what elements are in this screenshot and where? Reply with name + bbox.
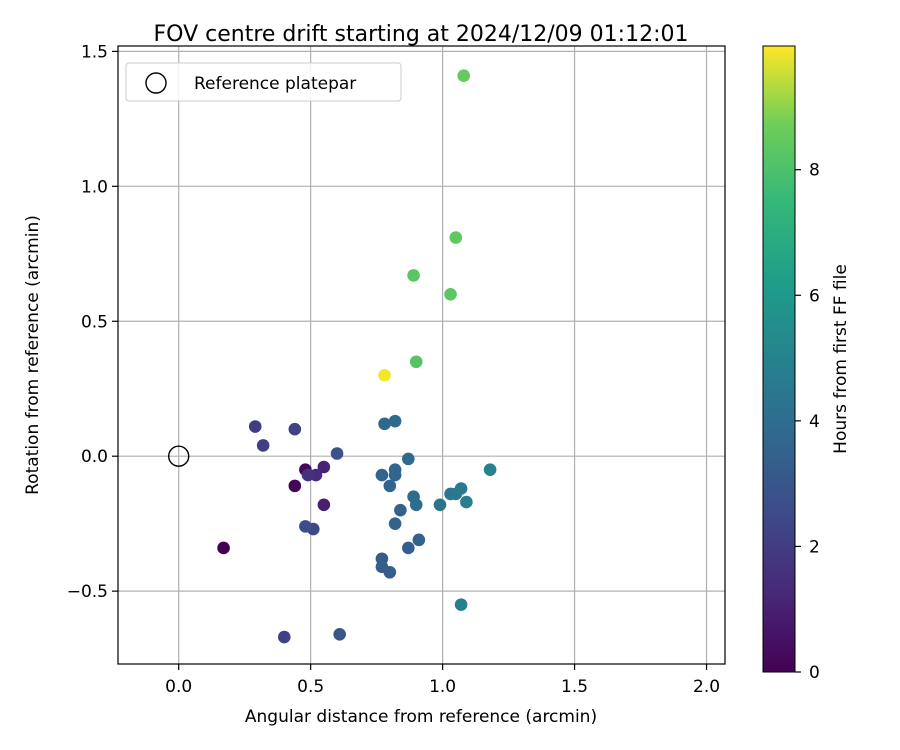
data-point xyxy=(433,498,447,512)
x-tick-label: 0.5 xyxy=(297,677,324,697)
colorbar-ticks: 0 2 4 6 8 xyxy=(795,161,820,683)
data-point xyxy=(388,517,402,530)
y-tick-label: 0.5 xyxy=(81,312,108,332)
data-point xyxy=(248,420,262,433)
colorbar-tick-label: 8 xyxy=(809,161,820,181)
data-point xyxy=(388,414,402,428)
data-point xyxy=(394,503,407,517)
data-point xyxy=(383,565,397,579)
colorbar-tick-label: 4 xyxy=(809,412,820,432)
data-point xyxy=(317,498,331,512)
y-axis-label: Rotation from reference (arcmin) xyxy=(23,215,43,495)
chart-title: FOV centre drift starting at 2024/12/09 … xyxy=(154,22,689,47)
reference-marker-group xyxy=(167,445,190,467)
data-point xyxy=(483,463,497,476)
colorbar-tick-label: 0 xyxy=(809,663,820,683)
data-point xyxy=(402,541,415,555)
y-axis-ticks: −0.5 0.0 0.5 1.0 1.5 xyxy=(67,42,118,602)
data-point xyxy=(317,460,331,474)
y-tick-label: 0.0 xyxy=(81,447,108,467)
data-point xyxy=(407,269,420,282)
x-axis-ticks: 0.0 0.5 1.0 1.5 2.0 xyxy=(165,664,720,697)
x-tick-label: 1.5 xyxy=(561,677,588,697)
legend: Reference platepar xyxy=(125,62,402,102)
y-tick-label: 1.0 xyxy=(81,177,108,197)
data-point xyxy=(409,355,423,369)
colorbar-label: Hours from first FF file xyxy=(831,264,851,454)
data-point xyxy=(383,479,397,493)
data-point xyxy=(375,468,389,482)
x-tick-label: 1.0 xyxy=(429,677,456,697)
legend-label-reference: Reference platepar xyxy=(194,74,356,94)
colorbar-gradient xyxy=(762,45,796,673)
data-point xyxy=(333,628,346,641)
x-tick-label: 0.0 xyxy=(165,677,192,697)
data-point xyxy=(277,630,291,644)
colorbar-tick-label: 2 xyxy=(809,537,820,557)
data-point xyxy=(330,447,344,460)
colorbar: 0 2 4 6 8 Hours from first FF file xyxy=(762,45,851,683)
data-point xyxy=(301,468,315,482)
colorbar-tick-label: 6 xyxy=(809,286,820,306)
x-axis-label: Angular distance from reference (arcmin) xyxy=(245,707,597,727)
data-point xyxy=(288,479,302,493)
data-point xyxy=(256,439,270,452)
legend-box xyxy=(125,62,402,102)
data-point xyxy=(454,598,468,611)
plot-frame xyxy=(117,45,726,665)
data-point xyxy=(378,368,391,382)
y-tick-label: −0.5 xyxy=(67,582,108,602)
data-point xyxy=(402,452,415,466)
data-point xyxy=(460,495,473,509)
data-point xyxy=(288,422,302,436)
data-point xyxy=(457,69,471,82)
data-point xyxy=(388,468,402,482)
data-point xyxy=(217,541,230,555)
data-point xyxy=(409,498,423,512)
x-tick-label: 2.0 xyxy=(693,677,720,697)
legend-marker-reference xyxy=(145,72,167,94)
data-point xyxy=(449,231,463,244)
data-point xyxy=(444,287,457,301)
data-point xyxy=(454,482,468,495)
reference-platepar-marker xyxy=(167,445,190,467)
data-point xyxy=(378,417,391,431)
grid xyxy=(118,46,725,664)
data-point xyxy=(412,533,426,547)
data-point xyxy=(299,520,312,533)
y-tick-label: 1.5 xyxy=(81,42,108,62)
data-points xyxy=(217,69,497,644)
